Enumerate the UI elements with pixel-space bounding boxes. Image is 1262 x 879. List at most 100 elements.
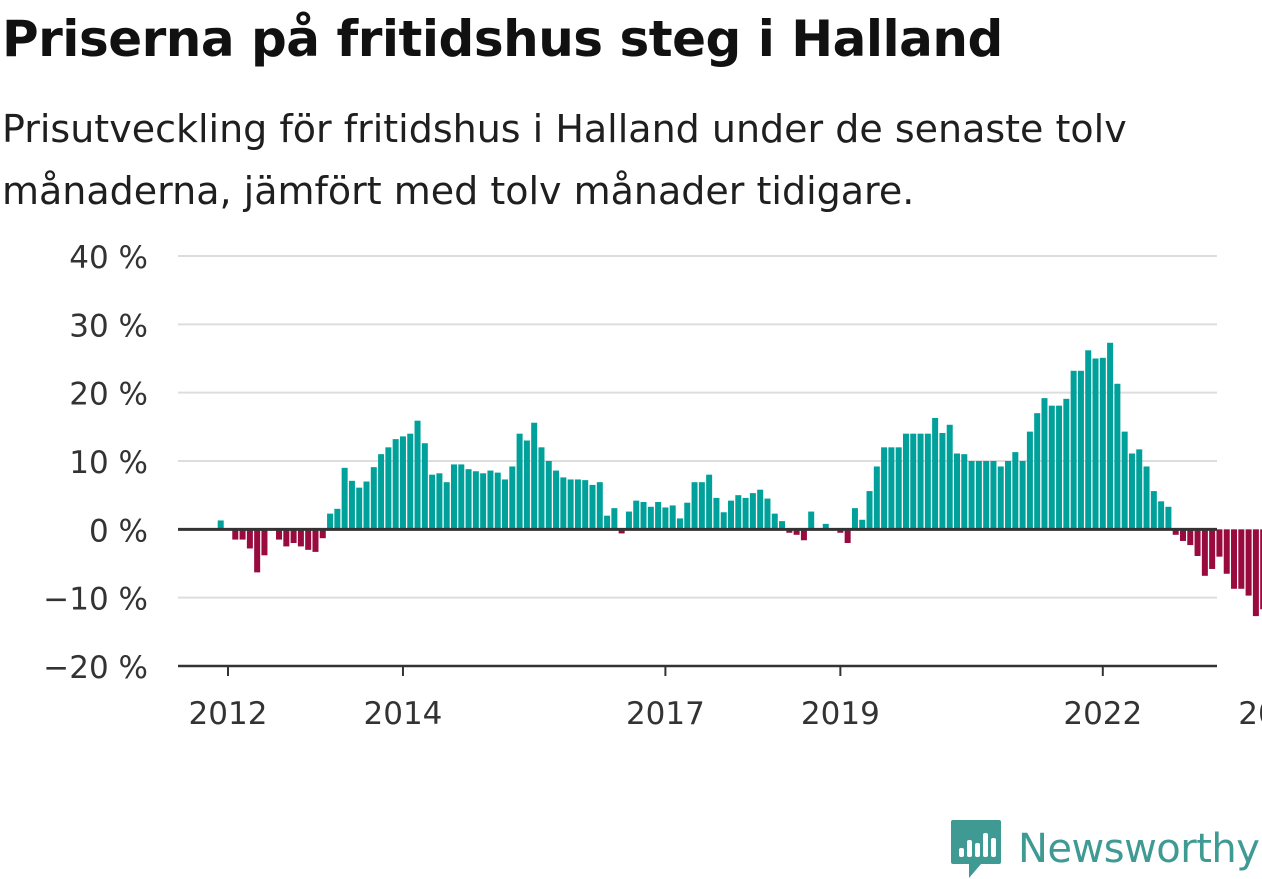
y-tick-label: 20 % bbox=[69, 377, 148, 413]
bar bbox=[502, 479, 509, 530]
bar bbox=[276, 529, 283, 540]
bar bbox=[443, 482, 450, 530]
grid-lines bbox=[178, 255, 1217, 599]
bar bbox=[939, 432, 946, 530]
bar bbox=[290, 529, 297, 543]
bar bbox=[669, 505, 676, 530]
y-tick-label: −10 % bbox=[43, 582, 148, 618]
newsworthy-brand: Newsworthy bbox=[951, 820, 1260, 878]
bar bbox=[1041, 398, 1048, 530]
y-axis-tick-labels: −20 % −10 % 0 % 10 % 20 % 30 % 40 % bbox=[43, 240, 148, 686]
chart-title: Priserna på fritidshus steg i Halland bbox=[2, 10, 1003, 68]
bar bbox=[305, 529, 312, 550]
bar bbox=[1012, 452, 1019, 530]
bar bbox=[545, 461, 552, 530]
bar bbox=[968, 461, 975, 530]
bar bbox=[370, 467, 377, 530]
bar bbox=[917, 433, 924, 530]
bar-series bbox=[217, 342, 1262, 617]
bar bbox=[764, 498, 771, 530]
bar bbox=[341, 467, 348, 530]
bar bbox=[363, 481, 370, 530]
bar bbox=[283, 529, 290, 547]
bar bbox=[735, 495, 742, 530]
bar bbox=[1063, 398, 1070, 530]
bar bbox=[895, 447, 902, 530]
bar bbox=[910, 433, 917, 530]
bar bbox=[589, 484, 596, 530]
bar bbox=[1143, 466, 1150, 530]
bar bbox=[553, 470, 560, 530]
bar bbox=[1128, 453, 1135, 530]
x-tick-label: 2014 bbox=[364, 696, 443, 732]
bar bbox=[997, 466, 1004, 530]
bar bbox=[494, 472, 501, 530]
bar bbox=[1201, 529, 1208, 576]
y-tick-label: 30 % bbox=[69, 308, 148, 344]
bar bbox=[378, 454, 385, 530]
bar bbox=[472, 471, 479, 530]
y-tick-label: −20 % bbox=[43, 650, 148, 686]
bar bbox=[254, 529, 261, 573]
bar bbox=[538, 447, 545, 530]
bar bbox=[604, 515, 611, 530]
bar bbox=[757, 489, 764, 530]
bar bbox=[312, 529, 319, 552]
bar bbox=[1194, 529, 1201, 556]
y-tick-label: 40 % bbox=[69, 240, 148, 276]
bar bbox=[771, 513, 778, 530]
x-tick-label: 2022 bbox=[1063, 696, 1142, 732]
bar bbox=[1077, 370, 1084, 530]
bar bbox=[1056, 405, 1063, 530]
bar bbox=[1070, 370, 1077, 530]
bar bbox=[698, 482, 705, 530]
bar bbox=[691, 482, 698, 530]
bar bbox=[407, 433, 414, 530]
axes bbox=[178, 527, 1217, 668]
bar bbox=[822, 523, 829, 530]
bar bbox=[458, 464, 465, 530]
bar bbox=[1085, 350, 1092, 530]
bar bbox=[1136, 449, 1143, 530]
bar bbox=[516, 433, 523, 530]
bar bbox=[647, 506, 654, 530]
bar bbox=[800, 529, 807, 541]
bar bbox=[399, 436, 406, 530]
bar bbox=[1252, 529, 1259, 617]
bar bbox=[851, 508, 858, 530]
bar bbox=[1121, 431, 1128, 530]
bar bbox=[881, 447, 888, 530]
bar bbox=[1231, 529, 1238, 589]
bar bbox=[465, 469, 472, 530]
bar bbox=[618, 529, 625, 534]
bar bbox=[1150, 491, 1157, 530]
bar bbox=[1209, 529, 1216, 569]
bar bbox=[873, 466, 880, 530]
bar bbox=[888, 447, 895, 530]
bar bbox=[232, 529, 239, 540]
bar bbox=[531, 422, 538, 530]
bar bbox=[975, 461, 982, 530]
bar bbox=[1238, 529, 1245, 589]
bar bbox=[1187, 529, 1194, 546]
bar bbox=[1099, 357, 1106, 530]
x-tick-label: 2019 bbox=[801, 696, 880, 732]
bar bbox=[319, 529, 326, 539]
bar bbox=[713, 497, 720, 530]
bar bbox=[866, 491, 873, 530]
bar bbox=[625, 511, 632, 530]
bar bbox=[596, 482, 603, 530]
bar bbox=[844, 529, 851, 543]
bar bbox=[487, 470, 494, 530]
bar bbox=[480, 473, 487, 530]
bar bbox=[786, 529, 793, 533]
bar bbox=[742, 497, 749, 530]
bar bbox=[567, 479, 574, 530]
bar bbox=[611, 508, 618, 530]
bar bbox=[297, 529, 304, 547]
bar bbox=[261, 529, 268, 556]
bar bbox=[720, 512, 727, 530]
bar bbox=[1216, 529, 1223, 557]
bar bbox=[1158, 501, 1165, 530]
bar bbox=[655, 502, 662, 530]
